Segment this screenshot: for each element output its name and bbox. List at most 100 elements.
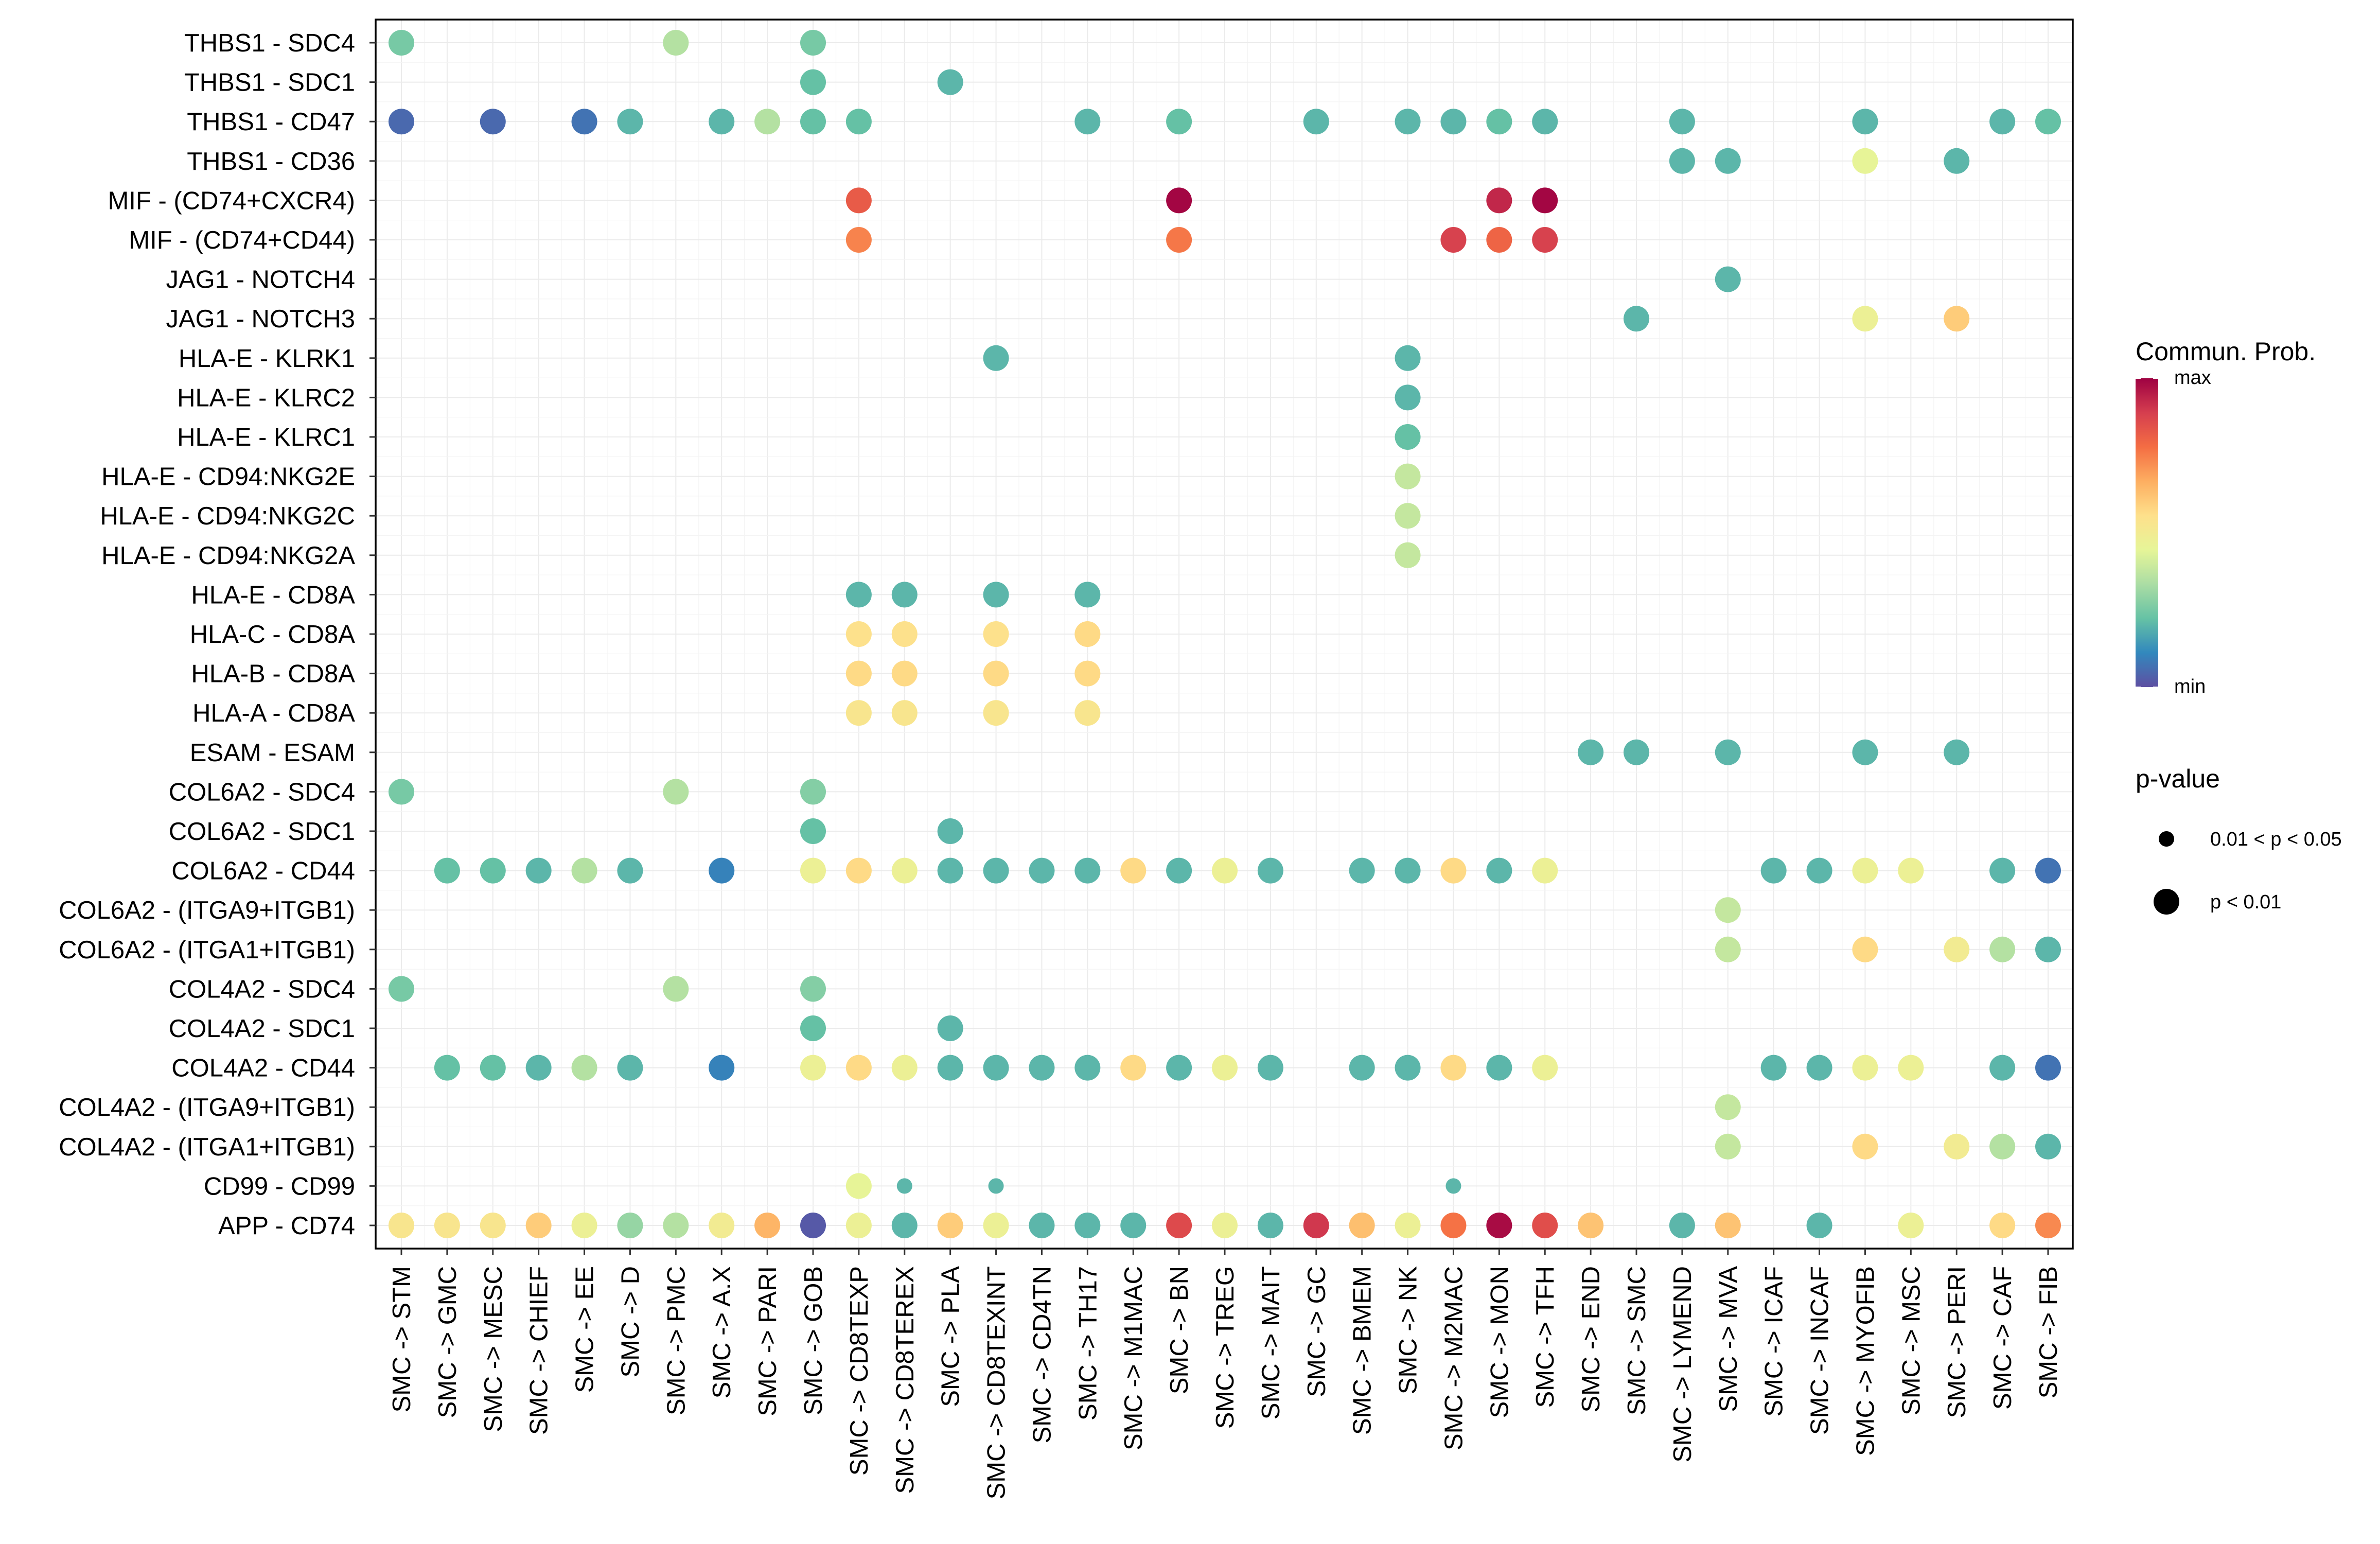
data-point <box>1440 1055 1467 1081</box>
data-point <box>845 1173 872 1199</box>
y-tick-label: COL6A2 - (ITGA9+ITGB1) <box>59 897 355 924</box>
data-point <box>709 109 735 135</box>
x-tick-label: SMC -> INCAF <box>1806 1266 1834 1435</box>
data-point <box>389 30 414 56</box>
data-point <box>1395 1055 1421 1081</box>
data-point <box>983 857 1009 884</box>
data-point <box>1852 148 1878 174</box>
data-point <box>617 857 643 884</box>
x-tick-label: SMC -> TREG <box>1211 1266 1239 1429</box>
data-point <box>1944 936 1970 962</box>
data-point <box>1212 1213 1238 1238</box>
data-point <box>754 1213 781 1238</box>
data-point <box>800 976 826 1002</box>
data-point <box>983 1055 1009 1081</box>
data-point <box>525 857 552 884</box>
data-point <box>1852 1133 1878 1160</box>
y-tick-label: COL4A2 - (ITGA9+ITGB1) <box>59 1094 355 1121</box>
data-point <box>663 30 689 56</box>
data-point <box>617 1213 643 1238</box>
data-point <box>983 1213 1009 1238</box>
y-tick-label: THBS1 - SDC1 <box>184 69 355 97</box>
x-tick-label: SMC -> MYOFIB <box>1852 1266 1879 1456</box>
data-point <box>1944 148 1970 174</box>
data-point <box>800 69 826 95</box>
data-point <box>1395 503 1421 529</box>
data-point <box>1806 1055 1832 1081</box>
data-point <box>709 1213 735 1238</box>
data-point <box>1257 1055 1283 1081</box>
data-point <box>1806 857 1832 884</box>
data-point <box>1166 227 1192 253</box>
data-point <box>389 779 414 805</box>
data-point <box>525 1213 552 1238</box>
data-point <box>1715 148 1741 174</box>
data-point <box>1029 857 1055 884</box>
x-tick-label: SMC -> PARI <box>754 1266 782 1416</box>
data-point <box>1669 109 1695 135</box>
data-point <box>937 1213 963 1238</box>
data-point <box>845 857 872 884</box>
x-tick-label: SMC -> MSC <box>1897 1266 1925 1415</box>
x-tick-label: SMC -> BN <box>1166 1266 1193 1394</box>
size-legend-small-label: 0.01 < p < 0.05 <box>2210 829 2342 850</box>
data-point <box>1257 1213 1283 1238</box>
data-point <box>891 857 918 884</box>
data-point <box>988 1178 1004 1194</box>
y-tick-label: HLA-E - CD8A <box>191 581 355 609</box>
data-point <box>434 1055 460 1081</box>
x-tick-label: SMC -> PLA <box>937 1266 965 1407</box>
data-point <box>1715 936 1741 962</box>
data-point <box>1624 306 1649 332</box>
y-tick-label: HLA-E - CD94:NKG2C <box>100 502 355 530</box>
data-point <box>800 1213 826 1238</box>
x-tick-label: SMC -> EE <box>571 1266 599 1393</box>
y-tick-label: HLA-A - CD8A <box>192 699 355 727</box>
size-legend-large-label: p < 0.01 <box>2210 891 2281 913</box>
data-point <box>1486 857 1512 884</box>
x-tick-label: SMC -> CD8TEXP <box>845 1266 873 1476</box>
color-legend-min-label: min <box>2174 676 2206 697</box>
data-point <box>896 1178 912 1194</box>
x-tick-label: SMC -> MVA <box>1715 1266 1742 1412</box>
y-tick-label: APP - CD74 <box>218 1212 355 1240</box>
y-tick-label: HLA-E - KLRC2 <box>177 384 355 412</box>
data-point <box>1989 936 2016 962</box>
x-tick-label: SMC -> GMC <box>434 1266 462 1418</box>
data-point <box>1395 857 1421 884</box>
data-point <box>617 1055 643 1081</box>
data-point <box>1898 1055 1924 1081</box>
data-point <box>1852 109 1878 135</box>
data-point <box>1486 227 1512 253</box>
data-point <box>2035 936 2061 962</box>
data-point <box>617 109 643 135</box>
data-point <box>845 1213 872 1238</box>
data-point <box>1349 1055 1375 1081</box>
x-tick-label: SMC -> MESC <box>480 1266 507 1432</box>
color-legend-title: Commun. Prob. <box>2136 337 2316 366</box>
x-tick-label: SMC -> END <box>1577 1266 1605 1413</box>
x-tick-label: SMC -> FIB <box>2035 1266 2062 1398</box>
data-point <box>571 857 597 884</box>
data-point <box>1989 109 2016 135</box>
data-point <box>1349 1213 1375 1238</box>
size-legend-large-dot <box>2154 889 2179 915</box>
data-point <box>1445 1178 1461 1194</box>
y-tick-label: HLA-E - KLRK1 <box>179 345 355 373</box>
data-point <box>891 582 918 608</box>
data-point <box>1074 660 1101 687</box>
data-point <box>1395 1213 1421 1238</box>
data-point <box>2035 1055 2061 1081</box>
data-point <box>1532 109 1558 135</box>
data-point <box>1669 148 1695 174</box>
data-point <box>1669 1213 1695 1238</box>
data-point <box>983 660 1009 687</box>
data-point <box>1760 857 1787 884</box>
data-point <box>800 109 826 135</box>
x-tick-label: SMC -> CHIEF <box>525 1266 553 1435</box>
data-point <box>663 976 689 1002</box>
data-point <box>937 69 963 95</box>
data-point <box>1074 1055 1101 1081</box>
data-point <box>2035 109 2061 135</box>
data-point <box>1212 1055 1238 1081</box>
